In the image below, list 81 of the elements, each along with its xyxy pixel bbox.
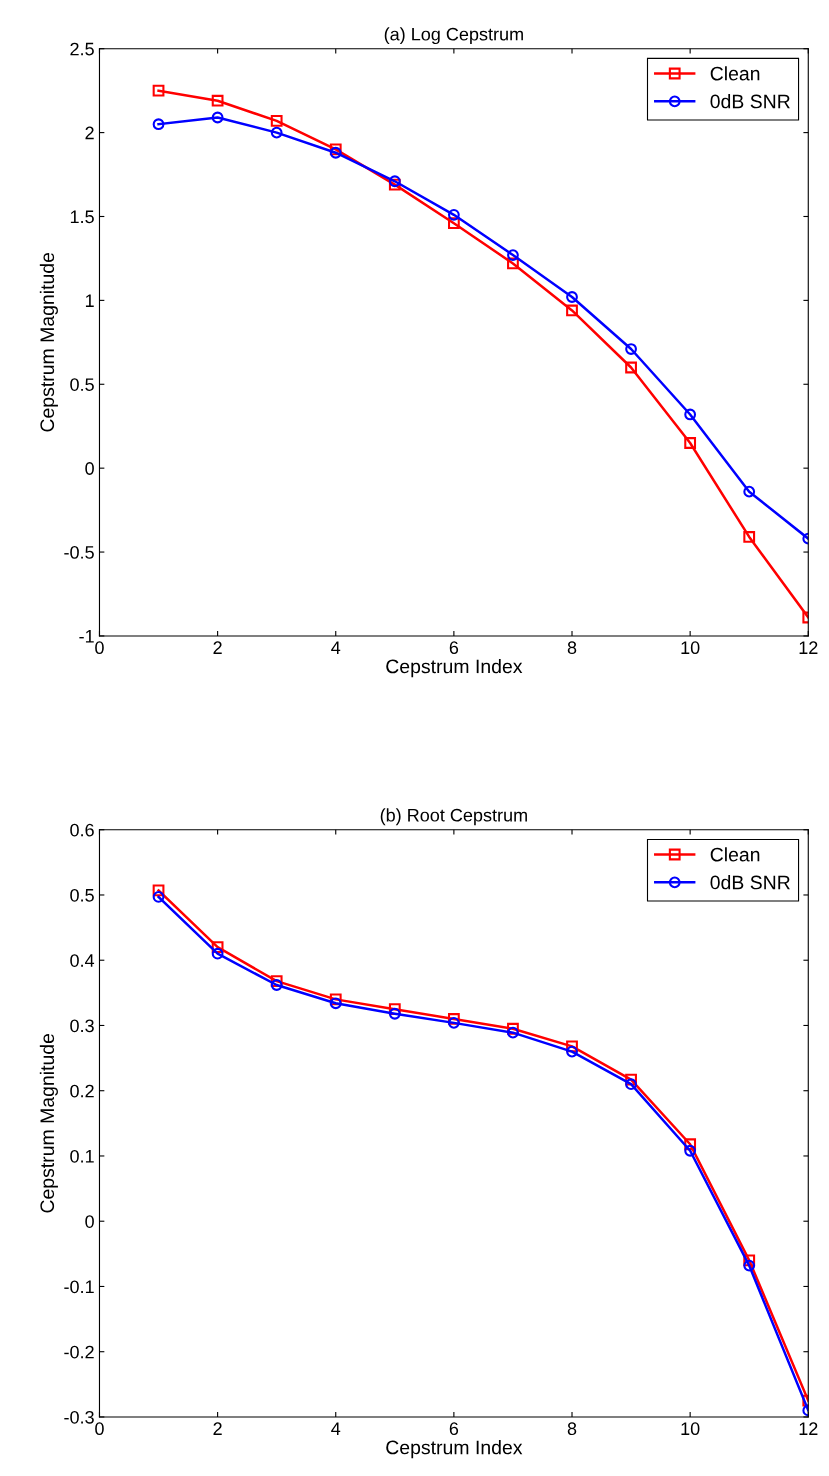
y-tick-label: 0.4 bbox=[70, 954, 95, 967]
y-tick-label: -0.1 bbox=[64, 1280, 94, 1294]
x-tick-label: 12 bbox=[799, 641, 818, 654]
point bbox=[270, 975, 283, 987]
point bbox=[388, 1003, 401, 1016]
point bbox=[211, 111, 224, 124]
legend-label: 0dB SNR bbox=[710, 94, 790, 109]
x-tick-label: 2 bbox=[213, 641, 222, 654]
y-tick-label: 0.1 bbox=[70, 1149, 94, 1163]
x-tick-label: 6 bbox=[449, 1422, 459, 1436]
x-axis-title: Cepstrum Index bbox=[386, 1440, 523, 1459]
y-tick-label: 1.5 bbox=[70, 210, 94, 224]
point bbox=[743, 1259, 756, 1272]
point bbox=[447, 208, 460, 221]
point bbox=[743, 531, 756, 543]
x-tick-label: 4 bbox=[331, 641, 341, 654]
point bbox=[270, 979, 283, 991]
point bbox=[743, 1254, 756, 1267]
y-tick-label: 0.5 bbox=[70, 378, 94, 391]
point bbox=[684, 437, 697, 449]
point bbox=[684, 1138, 697, 1151]
x-tick-label: 10 bbox=[681, 641, 700, 655]
point bbox=[152, 84, 165, 97]
point bbox=[507, 249, 519, 261]
point bbox=[507, 1022, 519, 1035]
chart-title: (b) Root Cepstrum bbox=[380, 808, 527, 826]
point bbox=[507, 257, 519, 270]
point bbox=[211, 947, 224, 960]
x-tick-label: 10 bbox=[681, 1422, 700, 1436]
chart-title: (a) Log Cepstrum bbox=[384, 27, 523, 45]
x-tick-label: 12 bbox=[799, 1422, 818, 1435]
x-tick-label: 8 bbox=[567, 1422, 577, 1436]
point bbox=[566, 304, 578, 317]
x-tick-label: 6 bbox=[449, 641, 459, 655]
x-tick-label: 2 bbox=[213, 1422, 222, 1435]
y-tick-label: 0 bbox=[85, 1215, 94, 1228]
point bbox=[270, 126, 283, 139]
point bbox=[743, 485, 756, 498]
point bbox=[625, 1073, 637, 1086]
y-tick-label: 2 bbox=[85, 126, 94, 140]
legend-label: Clean bbox=[710, 66, 760, 81]
point bbox=[566, 1045, 578, 1058]
point bbox=[211, 941, 224, 954]
point bbox=[211, 94, 224, 107]
y-tick-label: -0.3 bbox=[64, 1410, 94, 1424]
point bbox=[684, 1144, 697, 1157]
legend-label: Clean bbox=[710, 847, 760, 862]
y-axis-title: Cepstrum Magnitude bbox=[39, 252, 58, 432]
x-tick-label: 8 bbox=[567, 641, 577, 655]
point bbox=[329, 997, 342, 1010]
y-axis-title: Cepstrum Magnitude bbox=[39, 1033, 58, 1213]
point bbox=[566, 291, 578, 303]
point bbox=[447, 1013, 460, 1025]
point bbox=[270, 114, 283, 127]
x-tick-label: 4 bbox=[331, 1422, 341, 1435]
y-tick-label: 0.6 bbox=[70, 823, 94, 837]
y-tick-label: 2.5 bbox=[70, 42, 94, 56]
point bbox=[684, 408, 697, 421]
y-tick-label: 0.2 bbox=[70, 1084, 94, 1098]
y-tick-label: 0 bbox=[85, 462, 94, 475]
point bbox=[329, 993, 342, 1006]
point bbox=[447, 217, 460, 230]
legend-label: 0dB SNR bbox=[710, 875, 790, 890]
point bbox=[152, 884, 165, 897]
y-tick-label: 1 bbox=[85, 294, 94, 307]
point bbox=[625, 343, 637, 355]
x-axis-title: Cepstrum Index bbox=[386, 659, 523, 678]
y-tick-label: -1 bbox=[79, 630, 94, 643]
point bbox=[625, 1078, 637, 1091]
x-tick-label: 0 bbox=[95, 1422, 104, 1436]
point bbox=[152, 118, 165, 131]
y-tick-label: -0.2 bbox=[64, 1345, 94, 1359]
x-tick-label: 0 bbox=[95, 641, 104, 655]
point bbox=[625, 361, 637, 374]
y-tick-label: 0.3 bbox=[70, 1019, 94, 1033]
point bbox=[152, 891, 165, 903]
point bbox=[447, 1016, 460, 1029]
y-tick-label: 0.5 bbox=[70, 888, 94, 902]
point bbox=[507, 1026, 519, 1039]
y-tick-label: -0.5 bbox=[64, 545, 94, 559]
point bbox=[388, 1007, 401, 1020]
